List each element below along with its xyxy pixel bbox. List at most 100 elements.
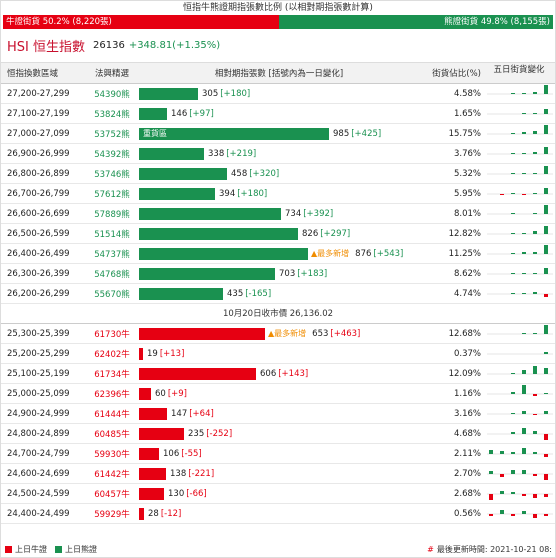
warrant-code-link[interactable]: 61442牛	[94, 469, 130, 480]
contracts-cell: 138 [-221]	[137, 464, 421, 483]
contracts-delta: [+97]	[189, 108, 214, 119]
five-day-sparkline	[487, 109, 553, 115]
sparkline-bar	[522, 411, 526, 414]
contracts-count: 653	[312, 328, 329, 339]
range-cell: 25,200-25,299	[7, 348, 70, 359]
warrant-code-link[interactable]: 54768熊	[94, 269, 130, 280]
contracts-delta: [-165]	[245, 288, 272, 299]
index-summary: HSI 恒生指數 26136 +348.81(+1.35%)	[1, 29, 555, 63]
contracts-count: 305	[202, 88, 219, 99]
table-row: 24,500-24,599 60457牛 130 [-66] 2.68%	[1, 484, 555, 504]
ratio-bar: 牛證街貨 50.2% (8,220張) 熊證街貨 49.8% (8,155張)	[3, 15, 553, 29]
sparkline-bar	[544, 205, 548, 214]
contracts-delta: [-55]	[181, 448, 202, 459]
warrant-code-link[interactable]: 54390熊	[94, 89, 130, 100]
street-pct-cell: 8.62%	[453, 268, 481, 279]
contracts-count: 703	[279, 268, 296, 279]
five-day-cell	[483, 244, 555, 263]
last-updated: # 最後更新時間: 2021-10-21 08:	[427, 544, 555, 555]
warrant-code-link[interactable]: 61730牛	[94, 329, 130, 340]
warrant-code-link[interactable]: 60457牛	[94, 489, 130, 500]
warrant-code-link[interactable]: 57612熊	[94, 189, 130, 200]
table-row: 26,600-26,699 57889熊 734 [+392] 8.01%	[1, 204, 555, 224]
sparkline-bar	[500, 491, 504, 494]
warrant-code-link[interactable]: 54737熊	[94, 249, 130, 260]
sparkline-bar	[511, 153, 515, 154]
range-cell: 25,000-25,099	[7, 388, 70, 399]
sparkline-bar	[489, 514, 493, 516]
range-cell: 24,400-24,499	[7, 508, 70, 519]
sparkline-bar	[522, 494, 526, 496]
header-contracts: 相對期指張數 [括號內為一日變化]	[214, 69, 344, 79]
contracts-bar	[139, 147, 204, 160]
five-day-cell	[483, 184, 555, 203]
last-updated-text: 最後更新時間: 2021-10-21 08:	[436, 544, 552, 554]
sparkline-bar	[533, 514, 537, 518]
warrant-code-link[interactable]: 60485牛	[94, 429, 130, 440]
contracts-count: 60	[155, 388, 166, 399]
warrant-code-link[interactable]: 62402牛	[94, 349, 130, 360]
contracts-cell: 19 [+13]	[137, 344, 421, 363]
warrant-code-link[interactable]: 53746熊	[94, 169, 130, 180]
sparkline-bar	[544, 268, 548, 274]
sparkline-bar	[533, 113, 537, 114]
sparkline-bar	[544, 494, 548, 497]
five-day-sparkline	[487, 352, 553, 355]
contracts-cell: 106 [-55]	[137, 444, 421, 463]
contracts-count: 146	[171, 108, 188, 119]
footer: 上日牛證 上日熊證 # 最後更新時間: 2021-10-21 08:	[1, 541, 555, 557]
five-day-cell	[483, 84, 555, 103]
contracts-bar	[139, 107, 167, 120]
contracts-delta: [+463]	[330, 328, 361, 339]
five-day-sparkline	[487, 491, 553, 500]
warrant-code-link[interactable]: 57889熊	[94, 209, 130, 220]
range-cell: 26,800-26,899	[7, 168, 70, 179]
contracts-count: 19	[147, 348, 158, 359]
sparkline-bar	[544, 352, 548, 354]
most-new-tag: ▲最多新增	[268, 329, 307, 338]
contracts-bar	[139, 447, 159, 460]
contracts-bar	[139, 247, 308, 260]
legend-bull: 上日牛證	[5, 544, 47, 555]
five-day-cell	[483, 284, 555, 303]
contracts-count: 138	[170, 468, 187, 479]
contracts-delta: [+297]	[320, 228, 351, 239]
contracts-cell: 60 [+9]	[137, 384, 421, 403]
contracts-delta: [+425]	[351, 128, 382, 139]
index-name[interactable]: HSI 恒生指數	[7, 40, 85, 55]
warrant-code-link[interactable]: 59929牛	[94, 509, 130, 520]
contracts-count: 606	[260, 368, 277, 379]
contracts-bar	[139, 287, 223, 300]
sparkline-bar	[533, 273, 537, 274]
sparkline-bar	[511, 514, 515, 516]
range-cell: 25,300-25,399	[7, 328, 70, 339]
warrant-code-link[interactable]: 55670熊	[94, 289, 130, 300]
warrant-code-link[interactable]: 53824熊	[94, 109, 130, 120]
five-day-sparkline	[487, 411, 553, 415]
street-pct-cell: 5.95%	[453, 188, 481, 199]
warrant-code-link[interactable]: 62396牛	[94, 389, 130, 400]
sparkline-bar	[500, 510, 504, 514]
contracts-bar	[139, 267, 275, 280]
sparkline-bar	[511, 273, 515, 274]
sparkline-bar	[522, 448, 526, 454]
warrant-code-link[interactable]: 53752熊	[94, 129, 130, 140]
table-row: 24,400-24,499 59929牛 28 [-12] 0.56%	[1, 504, 555, 524]
five-day-sparkline	[487, 385, 553, 396]
warrant-code-link[interactable]: 54392熊	[94, 149, 130, 160]
warrant-code-link[interactable]: 59930牛	[94, 449, 130, 460]
table-row: 24,800-24,899 60485牛 235 [-252] 4.68%	[1, 424, 555, 444]
warrant-code-link[interactable]: 61734牛	[94, 369, 130, 380]
range-cell: 24,800-24,899	[7, 428, 70, 439]
range-cell: 27,000-27,099	[7, 128, 70, 139]
sparkline-bar	[511, 413, 515, 414]
warrant-code-link[interactable]: 61444牛	[94, 409, 130, 420]
sparkline-bar	[544, 188, 548, 194]
table-row: 26,800-26,899 53746熊 458 [+320] 5.32%	[1, 164, 555, 184]
warrant-code-link[interactable]: 51514熊	[94, 229, 130, 240]
contracts-bar	[139, 487, 164, 500]
sparkline-bar	[522, 132, 526, 134]
sparkline-bar	[522, 370, 526, 374]
sparkline-bar	[533, 414, 537, 415]
contracts-cell: 重貨區 985 [+425]	[137, 124, 421, 143]
